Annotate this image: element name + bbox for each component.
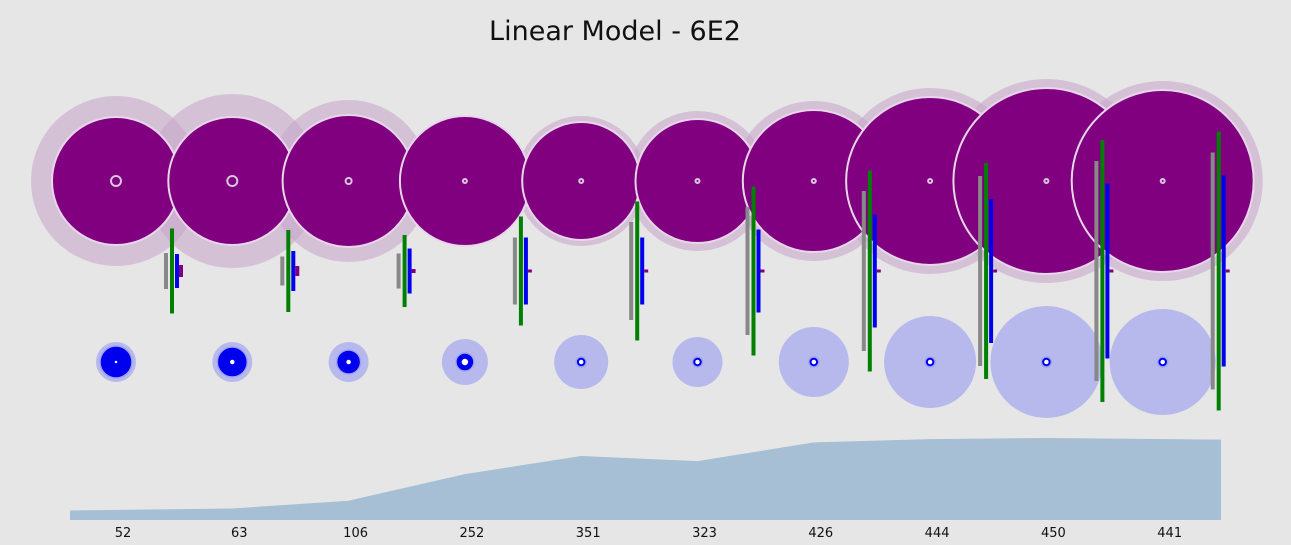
top-circle: [51, 116, 181, 246]
bar-green: [1100, 140, 1105, 402]
bar-purple: [993, 269, 998, 273]
top-circle-center: [461, 178, 468, 184]
bar-green: [518, 216, 523, 326]
bar-purple: [876, 269, 881, 273]
bar-green: [635, 201, 640, 341]
bar-blue: [523, 237, 528, 305]
x-tick-label: 106: [343, 526, 368, 541]
bar-purple: [179, 265, 183, 277]
top-circle: [634, 118, 761, 244]
top-circle: [521, 121, 642, 241]
bar-green: [867, 170, 872, 372]
bar-gray: [280, 256, 285, 286]
top-circle-center: [810, 178, 817, 184]
bar-gray: [164, 253, 168, 289]
bar-purple: [295, 266, 300, 276]
bottom-circle-center: [693, 358, 702, 366]
bottom-circle-center: [1158, 358, 1167, 366]
x-tick-label: 252: [459, 526, 484, 541]
x-tick-label: 426: [808, 526, 833, 541]
bar-green: [402, 235, 407, 307]
bar-blue: [175, 254, 179, 288]
bottom-circle-center: [113, 359, 119, 365]
top-circle-center: [927, 178, 934, 184]
bar-gray: [1094, 161, 1099, 381]
top-circle: [281, 114, 416, 248]
bar-blue: [640, 237, 645, 305]
bar-gray: [745, 207, 750, 335]
bar-purple: [644, 269, 649, 273]
bar-blue: [989, 199, 994, 343]
top-circle: [167, 116, 298, 246]
bar-blue: [407, 248, 412, 294]
top-circle-center: [578, 178, 585, 184]
bar-purple: [1225, 269, 1230, 273]
bottom-circle-center: [577, 358, 585, 366]
bar-blue: [1221, 175, 1226, 367]
bottom-circle-center: [1042, 358, 1051, 366]
bar-green: [984, 163, 989, 379]
bar-gray: [629, 222, 634, 320]
bar-gray: [396, 253, 401, 289]
bar-purple: [411, 269, 416, 273]
x-tick-label: 323: [692, 526, 717, 541]
bottom-circle-center: [926, 358, 934, 366]
bottom-circle-center: [344, 358, 353, 366]
top-circle-center: [1043, 178, 1050, 184]
top-circle-center: [110, 175, 122, 187]
bar-green: [286, 230, 291, 312]
x-tick-label: 450: [1041, 526, 1066, 541]
bar-green: [1216, 131, 1221, 411]
x-tick-label: 63: [231, 526, 248, 541]
bar-purple: [527, 269, 532, 273]
x-tick-label: 351: [576, 526, 601, 541]
bar-blue: [756, 229, 761, 313]
bottom-circle-center: [228, 358, 237, 366]
x-tick-label: 52: [115, 526, 132, 541]
top-circle-center: [226, 175, 239, 187]
chart-title: Linear Model - 6E2: [489, 16, 741, 47]
bar-gray: [861, 191, 866, 351]
bar-blue: [872, 214, 877, 328]
bottom-circle-center: [810, 358, 818, 366]
x-tick-label: 444: [925, 526, 950, 541]
bar-blue: [291, 251, 296, 291]
bar-green: [751, 186, 756, 356]
bar-gray: [1210, 152, 1215, 390]
bar-gray: [512, 237, 517, 305]
bar-green: [170, 228, 174, 314]
top-circle-center: [1159, 178, 1166, 184]
bar-purple: [760, 269, 765, 273]
top-circle: [1070, 89, 1255, 273]
top-circle-center: [344, 177, 353, 185]
bottom-circle-center: [460, 357, 470, 367]
top-circle-center: [694, 178, 701, 184]
area-series: [70, 438, 1221, 520]
x-tick-label: 441: [1157, 526, 1182, 541]
bar-purple: [1109, 269, 1114, 273]
bar-blue: [1105, 183, 1110, 359]
top-circle: [398, 115, 531, 247]
bar-gray: [978, 176, 983, 366]
